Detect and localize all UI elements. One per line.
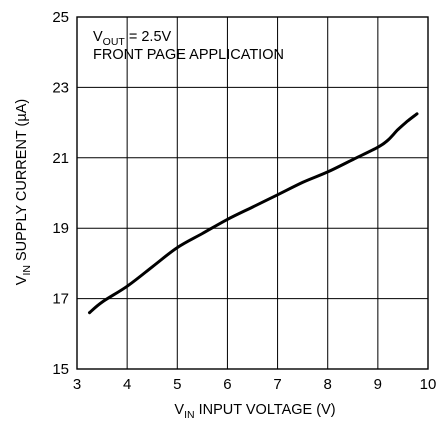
- y-tick-label: 17: [52, 291, 69, 308]
- x-tick-label: 8: [324, 376, 332, 393]
- x-tick-label: 5: [173, 376, 181, 393]
- x-tick-label: 7: [273, 376, 281, 393]
- plot-frame: [76, 16, 429, 370]
- annotation-line1: VOUT = 2.5V: [93, 29, 172, 48]
- x-tick-label: 3: [73, 376, 81, 393]
- annotation-line2: FRONT PAGE APPLICATION: [93, 47, 284, 63]
- supply-current-curve: [88, 112, 419, 315]
- x-tick-label: 4: [123, 376, 131, 393]
- y-tick-label: 15: [52, 361, 69, 378]
- x-tick-label: 10: [420, 376, 437, 393]
- y-tick-label: 21: [52, 150, 69, 167]
- y-tick-labels: 15 17 19 21 23 25: [52, 9, 69, 378]
- y-tick-label: 19: [52, 220, 69, 237]
- y-tick-label: 25: [52, 9, 69, 26]
- y-tick-label: 23: [52, 79, 69, 96]
- y-axis-label: VIN SUPPLY CURRENT (µA): [14, 99, 33, 285]
- grid: [77, 17, 428, 369]
- x-axis-label: VIN INPUT VOLTAGE (V): [174, 402, 335, 421]
- x-tick-labels: 3 4 5 6 7 8 9 10: [73, 376, 437, 393]
- x-tick-label: 6: [223, 376, 231, 393]
- x-tick-label: 9: [374, 376, 382, 393]
